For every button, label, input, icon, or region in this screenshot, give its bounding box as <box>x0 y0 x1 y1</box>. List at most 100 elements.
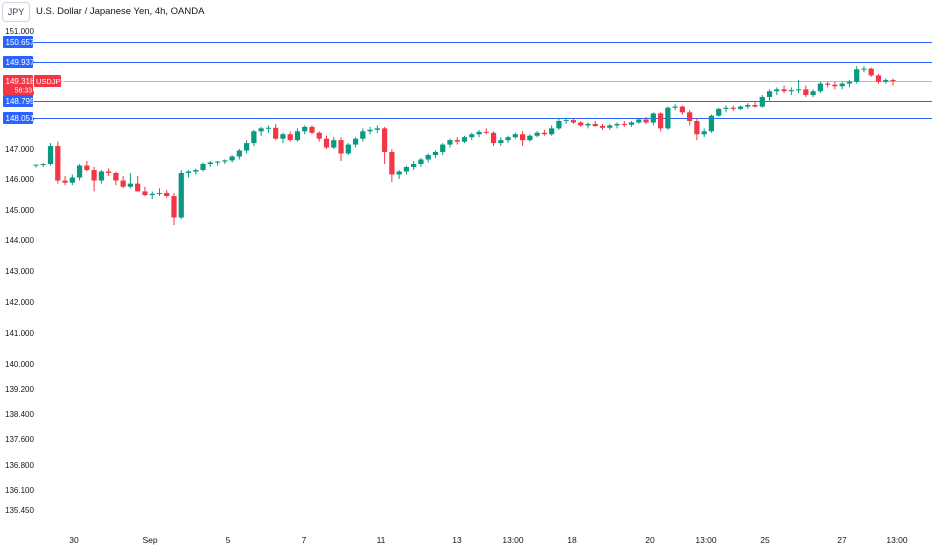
candle-body <box>135 183 141 192</box>
candle-body <box>730 107 736 109</box>
candle <box>33 164 39 168</box>
candle-body <box>411 164 417 167</box>
candle-body <box>723 107 729 109</box>
chart-title: U.S. Dollar / Japanese Yen, 4h, OANDA <box>36 6 205 17</box>
candle <box>832 81 838 90</box>
candle-body <box>541 132 548 135</box>
candle <box>171 192 177 225</box>
candle <box>723 105 729 113</box>
candle-body <box>69 177 75 183</box>
candle <box>135 176 141 192</box>
candle <box>803 85 809 97</box>
candle <box>556 118 562 130</box>
y-tick-label: 141.000 <box>5 329 34 338</box>
candle-body <box>549 128 555 135</box>
candle-body <box>803 89 809 96</box>
candle <box>258 126 264 136</box>
candle <box>432 150 439 158</box>
candle-body <box>519 134 526 141</box>
candle <box>91 167 97 192</box>
candle-body <box>883 80 889 82</box>
candle-body <box>781 89 787 92</box>
candle-body <box>55 146 61 181</box>
candle-body <box>396 171 402 175</box>
candle-body <box>636 119 642 123</box>
candle <box>69 174 75 186</box>
candle <box>345 143 351 155</box>
x-tick-label: Sep <box>142 535 157 545</box>
y-tick-label: 135.450 <box>5 506 34 515</box>
candle-body <box>585 123 591 126</box>
candle <box>585 122 591 129</box>
candle-body <box>716 108 722 116</box>
candle <box>570 118 577 124</box>
candle <box>403 165 410 175</box>
candle-body <box>447 140 453 145</box>
candle-body <box>76 165 83 178</box>
candle <box>810 89 816 97</box>
candle <box>505 135 511 144</box>
candle-body <box>432 152 439 155</box>
candle <box>490 131 497 147</box>
candle-body <box>694 120 700 135</box>
candle <box>214 161 221 166</box>
candle-body <box>156 192 163 194</box>
candle <box>476 129 482 138</box>
price-labels: 150.657 149.937 148.795 148.051 149.318 58:33… <box>3 36 66 124</box>
level-price-label: 150.657 <box>6 38 35 47</box>
time-axis[interactable]: 30 Sep 5 7 11 13 13:00 18 20 13:00 25 27 13:00 <box>69 535 908 545</box>
candle <box>294 128 301 142</box>
candle <box>55 141 61 184</box>
candle <box>389 149 395 183</box>
candle-body <box>425 155 431 160</box>
candle-body <box>331 140 337 148</box>
candle-body <box>512 134 518 138</box>
candle-body <box>273 127 279 139</box>
candle-body <box>251 131 257 144</box>
candle-body <box>236 150 242 157</box>
candle <box>854 66 860 84</box>
candle-body <box>490 132 497 144</box>
level-price-tag <box>3 95 33 107</box>
y-tick-label: 136.100 <box>5 486 34 495</box>
candle-body <box>403 167 410 172</box>
candle <box>687 110 693 126</box>
y-tick-label: 136.800 <box>5 461 34 470</box>
candle-body <box>650 113 656 123</box>
y-tick-label: 137.600 <box>5 435 34 444</box>
candle <box>265 125 272 133</box>
candle-body <box>665 107 671 129</box>
candle-body <box>149 193 155 196</box>
candle-body <box>839 83 845 87</box>
candle <box>331 137 337 149</box>
candle <box>40 163 46 167</box>
candle-body <box>418 159 424 164</box>
horizontal-levels <box>32 42 932 119</box>
y-tick-label: 151.000 <box>5 27 34 36</box>
candle-body <box>534 132 540 136</box>
candle <box>106 168 112 176</box>
candle-body <box>483 131 489 133</box>
x-tick-label: 7 <box>302 535 307 545</box>
candle-body <box>687 112 693 121</box>
candle-body <box>810 91 816 96</box>
candle-body <box>381 128 388 152</box>
candle-body <box>476 131 482 135</box>
candle-body <box>265 127 272 129</box>
candle-body <box>832 84 838 87</box>
candle-body <box>708 115 715 132</box>
candle <box>657 112 664 132</box>
candle <box>694 118 700 141</box>
symbol-badge[interactable]: JPY <box>2 2 30 22</box>
candle-body <box>469 134 475 138</box>
candle-body <box>498 140 504 144</box>
level-price-label: 148.051 <box>6 114 35 123</box>
candle <box>76 164 83 181</box>
level-price-label: 149.937 <box>6 58 35 67</box>
candle-body <box>440 144 446 152</box>
candle <box>200 162 206 172</box>
candle <box>817 81 823 94</box>
candle-body <box>752 104 758 107</box>
